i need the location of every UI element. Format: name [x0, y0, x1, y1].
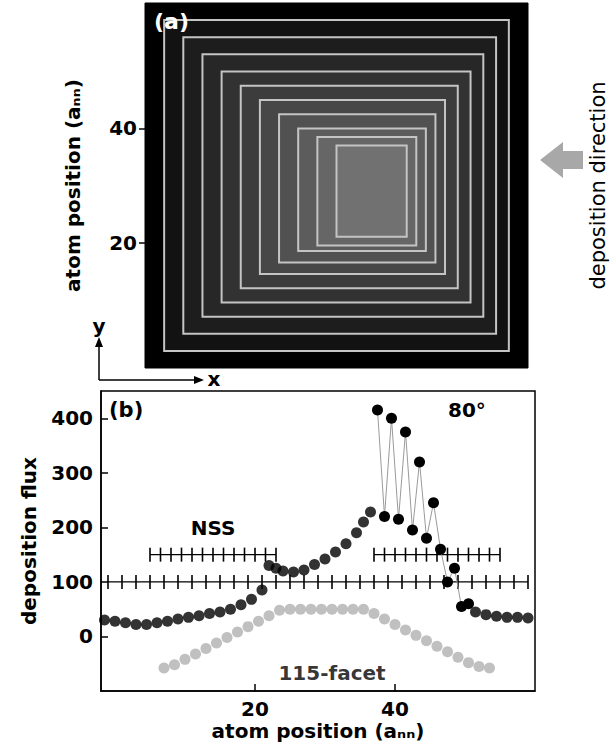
svg-text:200: 200 — [51, 515, 93, 539]
svg-text:115-facet: 115-facet — [278, 661, 386, 685]
svg-text:20: 20 — [241, 697, 269, 721]
svg-text:x: x — [208, 367, 221, 391]
svg-text:20: 20 — [109, 231, 137, 255]
svg-text:atom position (aₙₙ): atom position (aₙₙ) — [61, 79, 85, 292]
svg-text:atom position (aₙₙ): atom position (aₙₙ) — [212, 719, 425, 743]
svg-text:(a): (a) — [154, 9, 189, 34]
svg-text:deposition direction: deposition direction — [586, 81, 610, 289]
svg-text:0: 0 — [79, 624, 93, 648]
svg-text:300: 300 — [51, 461, 93, 485]
svg-text:(b): (b) — [109, 398, 143, 422]
svg-text:400: 400 — [51, 406, 93, 430]
svg-text:100: 100 — [51, 570, 93, 594]
svg-text:40: 40 — [381, 697, 409, 721]
svg-text:80°: 80° — [448, 398, 486, 422]
svg-text:y: y — [92, 314, 105, 338]
svg-text:40: 40 — [109, 116, 137, 140]
svg-text:NSS: NSS — [191, 516, 236, 540]
svg-text:deposition flux: deposition flux — [17, 457, 41, 625]
